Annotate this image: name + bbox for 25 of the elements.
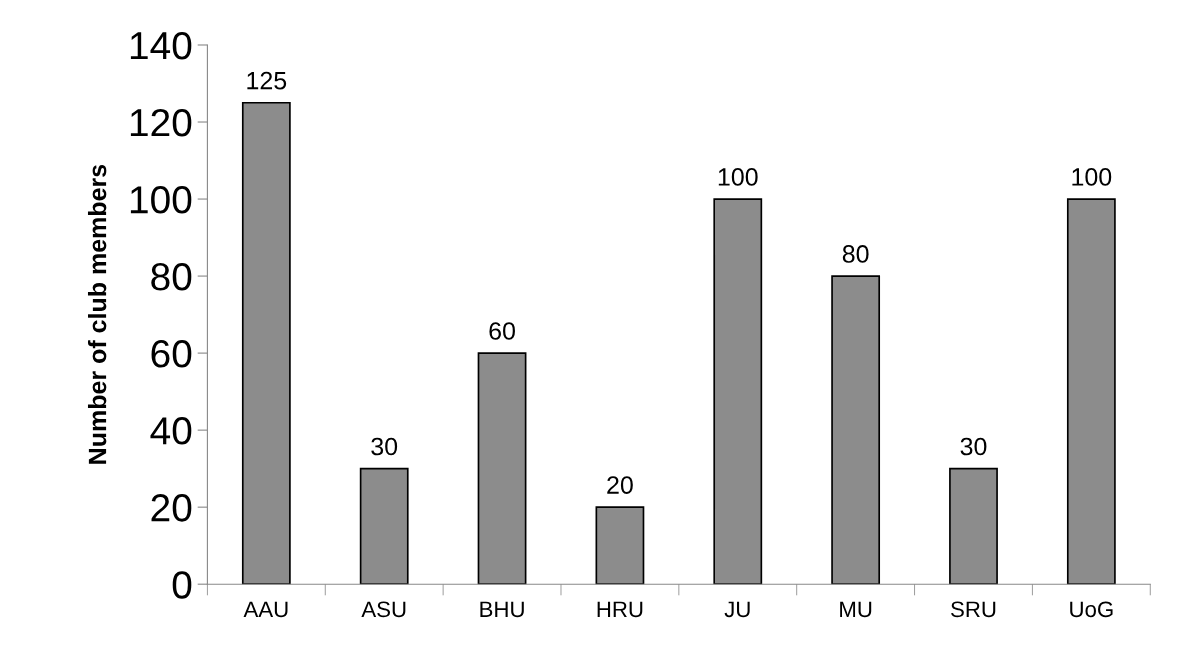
- y-tick-label: 0: [172, 571, 192, 599]
- y-tick-label: 60: [151, 340, 192, 368]
- data-label: 80: [842, 245, 869, 263]
- y-tick-label: 20: [151, 494, 192, 522]
- x-tick-label: UoG: [1070, 601, 1113, 618]
- y-tick-label: 80: [151, 263, 192, 291]
- data-label: 125: [247, 71, 287, 90]
- y-tick-label: 100: [130, 185, 192, 214]
- x-tick-label: HRU: [597, 601, 643, 618]
- data-label: 20: [607, 476, 633, 494]
- x-tick-label: MU: [840, 601, 872, 618]
- x-tick-label: AAU: [243, 601, 288, 618]
- data-label: 60: [489, 322, 515, 340]
- data-label: 100: [718, 168, 758, 186]
- x-tick-label: BHU: [480, 601, 524, 618]
- y-tick-label: 120: [130, 108, 192, 137]
- y-tick-label: 40: [150, 417, 192, 445]
- data-label: 30: [960, 437, 987, 456]
- y-tick-label: 140: [130, 31, 192, 60]
- x-tick-label: SRU: [951, 601, 996, 618]
- data-label: 100: [1072, 168, 1112, 186]
- data-label: 30: [371, 437, 398, 456]
- y-axis-title: Number of club members: [87, 164, 107, 464]
- x-tick-label: ASU: [361, 601, 406, 618]
- x-tick-label: JU: [724, 601, 750, 618]
